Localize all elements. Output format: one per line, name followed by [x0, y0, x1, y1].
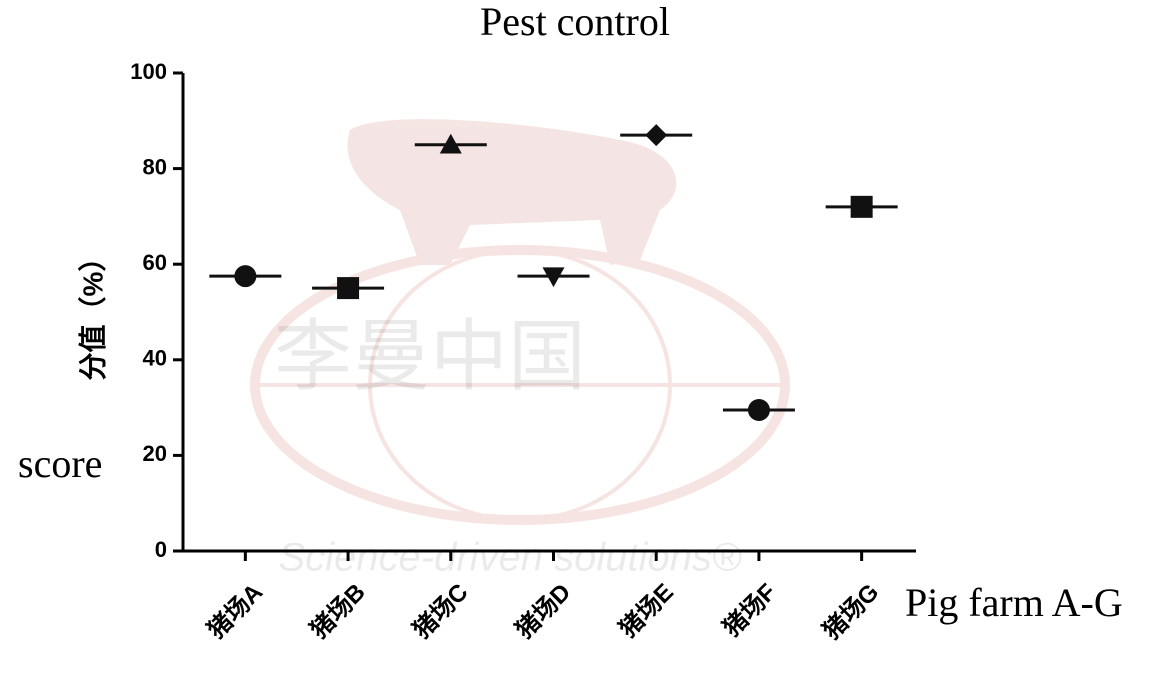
marker [337, 277, 360, 300]
y-tick-label: 60 [143, 250, 167, 275]
marker [850, 195, 873, 218]
marker [234, 265, 257, 288]
marker [747, 398, 770, 421]
y-tick-label: 100 [130, 59, 167, 84]
marker [542, 267, 565, 288]
x-tick-label: 猪场C [408, 579, 473, 644]
y-annotation: score [18, 441, 102, 486]
watermark-text: Science-driven solutions® [278, 536, 742, 580]
chart-title: Pest control [480, 0, 670, 44]
y-tick-label: 80 [143, 154, 167, 179]
x-tick-label: 猪场G [818, 579, 884, 645]
y-tick-label: 40 [143, 346, 167, 371]
x-tick-label: 猪场D [511, 579, 576, 644]
y-tick-label: 20 [143, 441, 167, 466]
y-tick-label: 0 [155, 537, 167, 562]
watermark-text: 李曼中国 [274, 313, 586, 400]
marker [439, 133, 462, 154]
x-tick-label: 猪场E [615, 579, 679, 643]
x-annotation: Pig farm A-G [905, 580, 1123, 625]
x-tick-label: 猪场A [203, 579, 268, 644]
x-tick-label: 猪场B [306, 579, 371, 644]
x-tick-label: 猪场F [718, 579, 781, 642]
y-axis-label: 分值（%） [76, 244, 108, 381]
marker [645, 124, 668, 147]
watermark-art [250, 119, 790, 525]
